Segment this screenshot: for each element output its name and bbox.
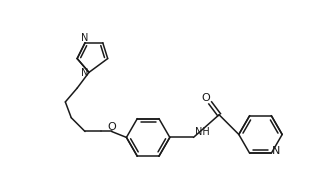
- Text: N: N: [272, 146, 280, 156]
- Text: NH: NH: [195, 127, 210, 138]
- Text: O: O: [201, 93, 210, 103]
- Text: N: N: [81, 33, 89, 43]
- Text: O: O: [107, 122, 116, 132]
- Text: N: N: [81, 68, 89, 78]
